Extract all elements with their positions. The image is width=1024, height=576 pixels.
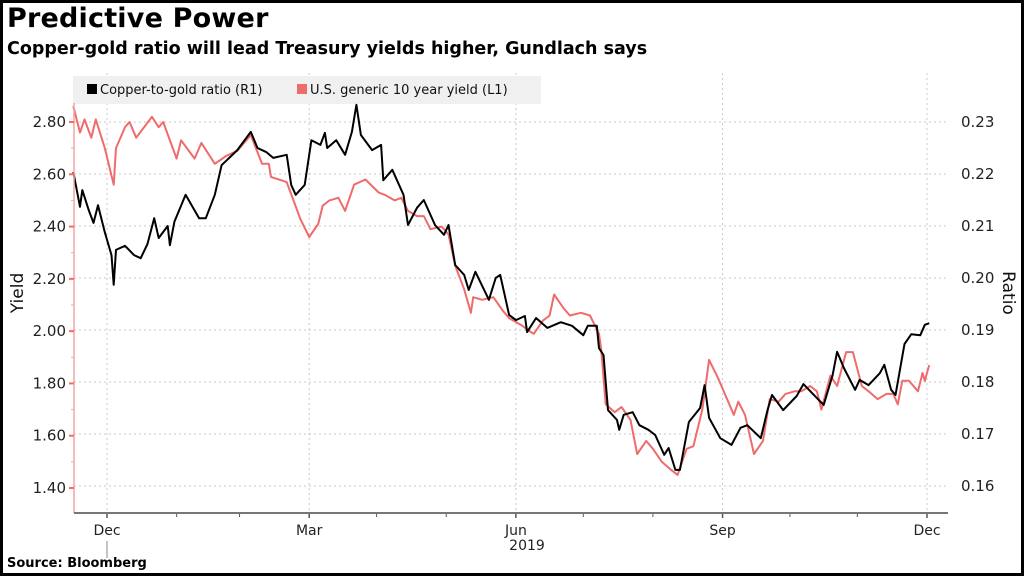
- x-tick-label: Mar: [296, 523, 323, 539]
- source-note: Source: Bloomberg: [7, 556, 147, 571]
- yield-series-line: [72, 106, 931, 476]
- right-tick-label: 0.21: [961, 217, 994, 235]
- left-tick-label: 2.60: [33, 165, 66, 183]
- series-lines: [72, 103, 931, 476]
- legend-swatch-ratio: [87, 84, 97, 94]
- chart-panel: Predictive Power Copper-gold ratio will …: [3, 3, 1021, 573]
- right-tick-label: 0.16: [961, 477, 994, 495]
- legend: Copper-to-gold ratio (R1) U.S. generic 1…: [73, 76, 541, 104]
- left-tick-label: 2.20: [33, 270, 66, 288]
- ratio-series-line: [72, 103, 930, 471]
- left-tick-label: 1.40: [33, 479, 66, 497]
- right-tick-label: 0.20: [961, 269, 994, 287]
- x-tick-label: Dec: [913, 523, 940, 539]
- left-axis-title: Yield: [8, 273, 28, 314]
- x-year-label: 2019: [509, 538, 545, 554]
- x-tick-label: Sep: [709, 523, 736, 539]
- chart-title: Predictive Power: [7, 3, 269, 34]
- legend-label-ratio: Copper-to-gold ratio (R1): [100, 83, 262, 98]
- line-chart: Copper-to-gold ratio (R1) U.S. generic 1…: [8, 73, 1018, 558]
- left-tick-label: 1.60: [33, 427, 66, 445]
- legend-label-yield: U.S. generic 10 year yield (L1): [310, 83, 508, 98]
- left-tick-label: 1.80: [33, 374, 66, 392]
- axes: 0.16 0.17 0.18 0.19 0.20 0.21 0.22 0.23 1.40 1.60…: [33, 103, 994, 558]
- left-tick-label: 2.00: [33, 322, 66, 340]
- right-tick-label: 0.17: [961, 425, 994, 443]
- x-tick-label: Dec: [93, 523, 120, 539]
- right-axis-title: Ratio: [998, 271, 1018, 315]
- x-tick-label: Jun: [504, 523, 527, 539]
- right-tick-label: 0.19: [961, 321, 994, 339]
- legend-swatch-yield: [297, 84, 307, 94]
- right-tick-label: 0.23: [961, 113, 994, 131]
- gridlines: [74, 73, 948, 513]
- left-tick-label: 2.80: [33, 113, 66, 131]
- chart-subtitle: Copper-gold ratio will lead Treasury yie…: [7, 39, 648, 59]
- right-tick-label: 0.22: [961, 165, 994, 183]
- left-tick-label: 2.40: [33, 218, 66, 236]
- right-tick-label: 0.18: [961, 373, 994, 391]
